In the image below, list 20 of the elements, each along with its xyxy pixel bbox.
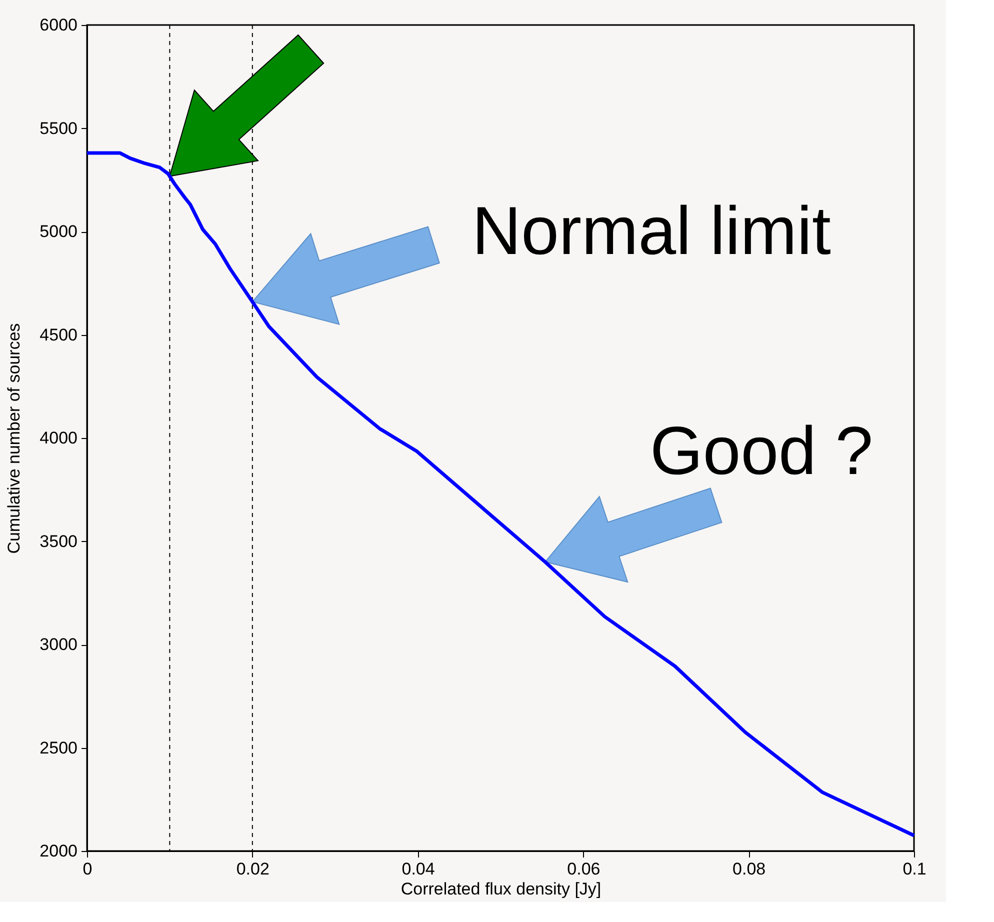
y-tick-label: 4000 <box>40 428 78 448</box>
annotation: Good ? <box>650 413 874 489</box>
y-tick-label: 5000 <box>40 222 78 241</box>
x-tick-label: 0.08 <box>732 860 766 878</box>
x-axis-title: Correlated flux density [Jy] <box>400 880 602 898</box>
y-tick-label: 4500 <box>40 325 78 344</box>
x-tick-label: 0.06 <box>567 860 600 878</box>
x-tick-label: 0.04 <box>402 860 435 878</box>
annotation: Normal limit <box>472 193 831 269</box>
x-tick-label: 0.02 <box>236 860 270 878</box>
y-tick-label: 3000 <box>40 635 78 654</box>
y-tick-label: 2000 <box>40 842 78 860</box>
y-tick-label: 6000 <box>40 16 78 34</box>
y-tick-label: 2500 <box>40 738 78 758</box>
y-axis-title: Cumulative number of sources <box>4 323 24 554</box>
line-series <box>85 151 916 838</box>
y-tick-label: 5500 <box>40 118 78 138</box>
x-tick-label: 0 <box>82 860 92 878</box>
x-tick-label: 0.1 <box>902 860 926 878</box>
y-tick-label: 3500 <box>40 532 78 551</box>
